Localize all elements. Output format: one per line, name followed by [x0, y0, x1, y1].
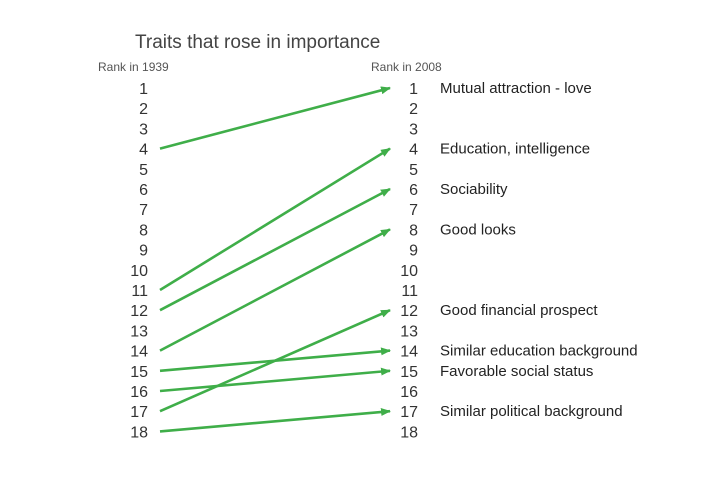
right-rank-3: 3 — [409, 121, 418, 138]
left-rank-9: 9 — [139, 243, 148, 260]
trait-label-8: Similar political background — [440, 403, 623, 420]
left-rank-5: 5 — [139, 162, 148, 179]
arrow-4 — [159, 228, 391, 352]
trait-label-6: Similar education background — [440, 343, 638, 360]
left-rank-17: 17 — [130, 404, 148, 421]
right-rank-11: 11 — [401, 283, 418, 300]
right-rank-18: 18 — [400, 424, 418, 441]
right-rank-2: 2 — [409, 101, 418, 118]
chart-title: Traits that rose in importance — [135, 32, 380, 53]
right-rank-17: 17 — [400, 404, 418, 421]
arrow-7 — [159, 367, 391, 393]
left-rank-14: 14 — [130, 344, 148, 361]
left-rank-10: 10 — [130, 263, 148, 280]
trait-labels: Mutual attraction - love Education, intel… — [440, 80, 638, 420]
right-rank-15: 15 — [400, 364, 418, 381]
right-axis-label: Rank in 2008 — [371, 60, 442, 74]
right-rank-12: 12 — [400, 303, 418, 320]
arrow-1 — [159, 86, 391, 150]
right-rank-8: 8 — [409, 222, 418, 239]
arrow-2 — [159, 147, 391, 292]
arrow-8 — [159, 408, 391, 433]
trait-label-2: Education, intelligence — [440, 141, 590, 158]
left-rank-3: 3 — [139, 121, 148, 138]
left-rank-18: 18 — [130, 424, 148, 441]
trait-label-4: Good looks — [440, 221, 516, 238]
left-rank-1: 1 — [139, 81, 148, 98]
trait-label-1: Mutual attraction - love — [440, 80, 592, 97]
right-rank-7: 7 — [409, 202, 418, 219]
right-rank-1: 1 — [409, 81, 418, 98]
left-rank-6: 6 — [139, 182, 148, 199]
right-rank-9: 9 — [409, 243, 418, 260]
left-rank-8: 8 — [139, 222, 148, 239]
left-rank-16: 16 — [130, 384, 148, 401]
trait-label-5: Good financial prospect — [440, 302, 598, 319]
left-axis-label: Rank in 1939 — [98, 60, 169, 74]
left-rank-11: 11 — [131, 283, 148, 300]
right-rank-5: 5 — [409, 162, 418, 179]
left-rank-2: 2 — [139, 101, 148, 118]
left-rank-15: 15 — [130, 364, 148, 381]
arrow-3 — [159, 187, 391, 312]
arrow-layer — [159, 86, 391, 433]
left-rank-13: 13 — [130, 323, 148, 340]
arrow-6 — [159, 347, 391, 373]
left-rank-12: 12 — [130, 303, 148, 320]
right-rank-13: 13 — [400, 323, 418, 340]
right-rank-10: 10 — [400, 263, 418, 280]
right-rank-14: 14 — [400, 344, 418, 361]
trait-label-3: Sociability — [440, 181, 508, 198]
right-rank-4: 4 — [409, 142, 418, 159]
trait-label-7: Favorable social status — [440, 363, 593, 380]
right-rank-6: 6 — [409, 182, 418, 199]
right-rank-16: 16 — [400, 384, 418, 401]
left-rank-7: 7 — [139, 202, 148, 219]
left-rank-4: 4 — [139, 142, 148, 159]
